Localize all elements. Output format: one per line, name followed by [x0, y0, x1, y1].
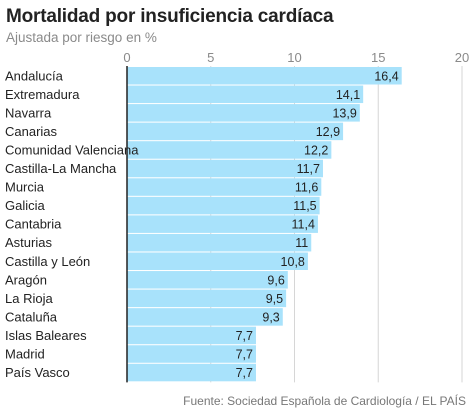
bar: [127, 104, 360, 122]
bar: [127, 178, 322, 196]
x-tick-label: 15: [371, 50, 385, 65]
value-label: 10,8: [281, 255, 305, 269]
bar: [127, 196, 320, 215]
bar: [127, 308, 283, 326]
chart-title: Mortalidad por insuficiencia cardíaca: [6, 6, 334, 27]
value-label: 11,4: [292, 218, 315, 232]
x-tick-label: 20: [455, 50, 469, 65]
bar: [127, 326, 256, 345]
value-label: 11,5: [293, 199, 316, 213]
value-label: 9,6: [267, 273, 284, 287]
value-label: 11: [295, 236, 308, 250]
bar: [127, 289, 287, 308]
category-label: Comunidad Valenciana: [5, 142, 139, 157]
bar: [127, 67, 402, 85]
category-label: País Vasco: [5, 365, 70, 380]
category-labels: Andalucía Extremadura Navarra Canarias Comun…: [5, 68, 139, 380]
category-label: Castilla-La Mancha: [5, 161, 117, 176]
category-label: Islas Baleares: [5, 328, 87, 343]
category-label: Aragón: [5, 272, 47, 287]
category-label: Murcia: [5, 180, 45, 195]
value-label: 7,7: [236, 348, 253, 362]
chart-subtitle: Ajustada por riesgo en %: [6, 30, 157, 45]
value-label: 13,9: [332, 106, 356, 120]
category-label: Navarra: [5, 105, 52, 120]
category-label: Cataluña: [5, 309, 58, 324]
x-tick-label: 10: [287, 50, 301, 65]
value-label: 7,7: [236, 366, 253, 380]
category-label: Andalucía: [5, 68, 64, 83]
category-label: Extremadura: [5, 87, 80, 102]
bar: [127, 85, 364, 104]
value-label: 9,5: [266, 292, 283, 306]
bar: [127, 159, 323, 178]
category-label: Canarias: [5, 124, 58, 139]
bar: [127, 252, 308, 270]
bar: [127, 345, 256, 363]
category-label: Galicia: [5, 198, 46, 213]
bar: [127, 122, 344, 141]
value-label: 11,6: [295, 181, 318, 195]
bar: [127, 215, 318, 233]
category-label: La Rioja: [5, 291, 53, 306]
bar: [127, 141, 332, 159]
category-label: Madrid: [5, 347, 45, 362]
value-labels: 16,4 14,1 13,9 12,9 12,2 11,7 11,6 11,5 11,4 11 10…: [236, 69, 399, 380]
value-label: 7,7: [236, 329, 253, 343]
category-label: Cantabria: [5, 217, 62, 232]
source-note: Fuente: Sociedad Española de Cardiología…: [183, 394, 466, 408]
value-label: 14,1: [336, 88, 360, 102]
value-label: 16,4: [374, 69, 398, 83]
category-label: Asturias: [5, 235, 52, 250]
x-axis-ticks: 0 5 10 15 20: [123, 50, 469, 65]
bar: [127, 271, 288, 289]
value-label: 12,2: [304, 143, 328, 157]
category-label: Castilla y León: [5, 254, 90, 269]
x-tick-label: 0: [123, 50, 130, 65]
bars: [127, 67, 402, 382]
value-label: 9,3: [262, 310, 279, 324]
bar: [127, 233, 312, 252]
value-label: 11,7: [297, 162, 320, 176]
x-tick-label: 5: [207, 50, 214, 65]
bar: [127, 363, 256, 382]
value-label: 12,9: [316, 125, 340, 139]
